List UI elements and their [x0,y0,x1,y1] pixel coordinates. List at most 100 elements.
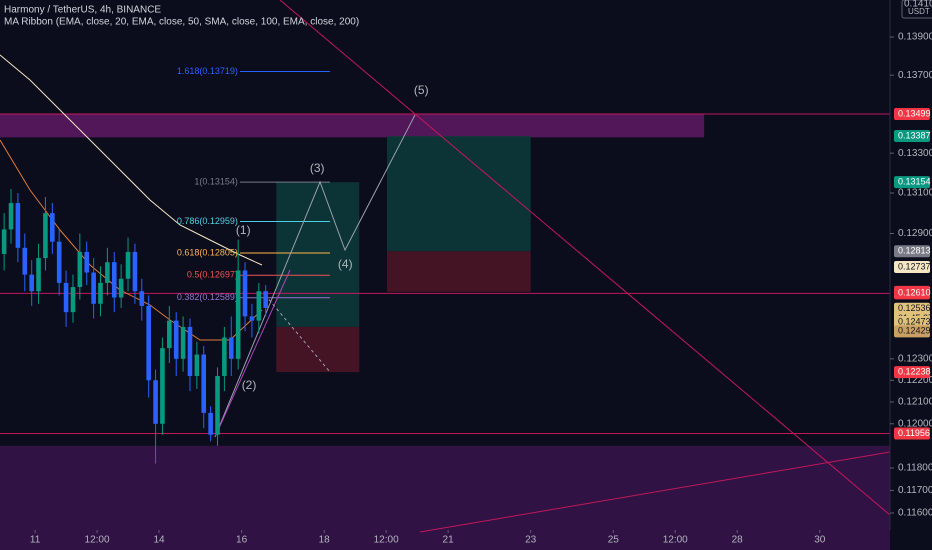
y-tick-label: 0.12200 [898,375,932,386]
candle-body [249,316,255,321]
y-tick-label: 0.11600 [898,508,932,519]
target-zone [386,135,531,252]
candle-body [56,241,62,283]
price-tag [894,316,930,329]
wave-label: (3) [310,161,325,175]
candle-body [70,287,76,313]
wave-label: (1) [236,223,251,237]
price-tag-label: 0.12473 [898,316,931,326]
fib-label: 0.5(0.12697) [187,270,238,280]
candle-body [125,251,131,279]
wave-label: (5) [414,83,429,97]
candle-body [132,251,138,292]
candle-body [167,320,172,349]
x-tick-label: 28 [732,535,744,546]
candle-body [180,326,186,359]
candle-body [146,305,151,381]
x-tick-label: 18 [319,535,331,546]
target-zone [276,182,360,327]
candle-body [36,258,41,292]
price-tag [894,260,930,273]
wave-path [214,114,416,438]
fib-label: 0.786(0.12959) [177,216,238,226]
zone [0,445,890,550]
x-tick-label: 12:00 [374,535,399,546]
x-tick-label: 11 [30,535,41,546]
candle-body [111,262,117,298]
price-tag [901,0,932,19]
price-tag [894,176,930,189]
candle-body [173,320,179,359]
projection-line [264,294,331,373]
candle-body [77,251,83,288]
candle-body [1,229,7,254]
fib-label: 1.618(0.13719) [177,66,238,76]
candle-body [222,337,227,376]
price-tag-label: 0.12610 [898,288,931,298]
trend-line [279,0,891,516]
channel-line [214,269,291,438]
candle-body [160,348,165,424]
price-tag-label: 0.12813 [898,246,931,256]
price-tag-label: 0.14100 [904,0,932,10]
candle-body [139,291,145,306]
candle-body [29,274,34,292]
fib-label: 0.382(0.12589) [177,292,238,302]
fib-label: 0.618(0.12805) [177,247,238,257]
price-tag-label: 0.12238 [898,366,931,376]
candle-body [98,282,103,304]
ma-line [0,54,263,266]
price-tag-label: 0.13387 [898,130,931,140]
indicator-label: MA Ribbon (EMA, close, 20, EMA, close, 5… [4,17,359,28]
price-tag [894,366,930,379]
wave-label: (4) [338,257,353,271]
candle-body [256,291,262,321]
candle-body [215,375,220,435]
x-tick-label: 16 [236,535,248,546]
price-tag [894,245,930,258]
candle-body [105,262,110,283]
currency-label: USDT [908,7,930,16]
y-tick-label: 0.12000 [898,418,932,429]
candle-body [15,203,21,248]
price-tag-label: 0.12536 [898,303,931,313]
price-tag-label: 0.13499 [898,108,931,118]
x-tick-label: 12:00 [85,535,110,546]
stop-zone [276,326,360,373]
candle-body [22,247,28,275]
x-tick-label: 30 [814,535,826,546]
y-tick-label: 0.13100 [898,188,932,199]
y-tick-label: 0.11800 [898,463,932,474]
trend-line [419,451,891,533]
y-tick-label: 0.13900 [898,32,932,43]
candle-body [153,380,158,424]
fib-label: 1(0.13154) [194,177,238,187]
price-tag [894,108,930,121]
price-tag-label: 0.11956 [898,428,930,438]
price-tag-label: 0.13154 [898,177,931,187]
x-tick-label: 12:00 [663,535,688,546]
y-tick-label: 0.11700 [898,485,932,496]
price-tag [894,427,930,440]
back-layer [0,71,890,550]
candle-body [43,213,48,259]
candle-body [8,203,14,230]
candle-body [91,272,96,304]
candle-body [84,251,90,273]
stop-zone [386,251,531,292]
x-tick-label: 14 [153,535,165,546]
y-tick-label: 0.13700 [898,70,932,81]
candle-body [208,412,213,435]
price-tag-label: 0.12429 [898,326,931,336]
candle-body [228,337,234,359]
candle-body [235,270,241,359]
candle-body [242,270,248,317]
price-tag-label: 0.12737 [898,261,931,271]
candle-body [50,213,55,242]
candle-body [201,354,207,413]
price-tag [894,287,930,300]
candle-body [118,278,124,298]
y-tick-label: 0.12300 [898,353,932,364]
